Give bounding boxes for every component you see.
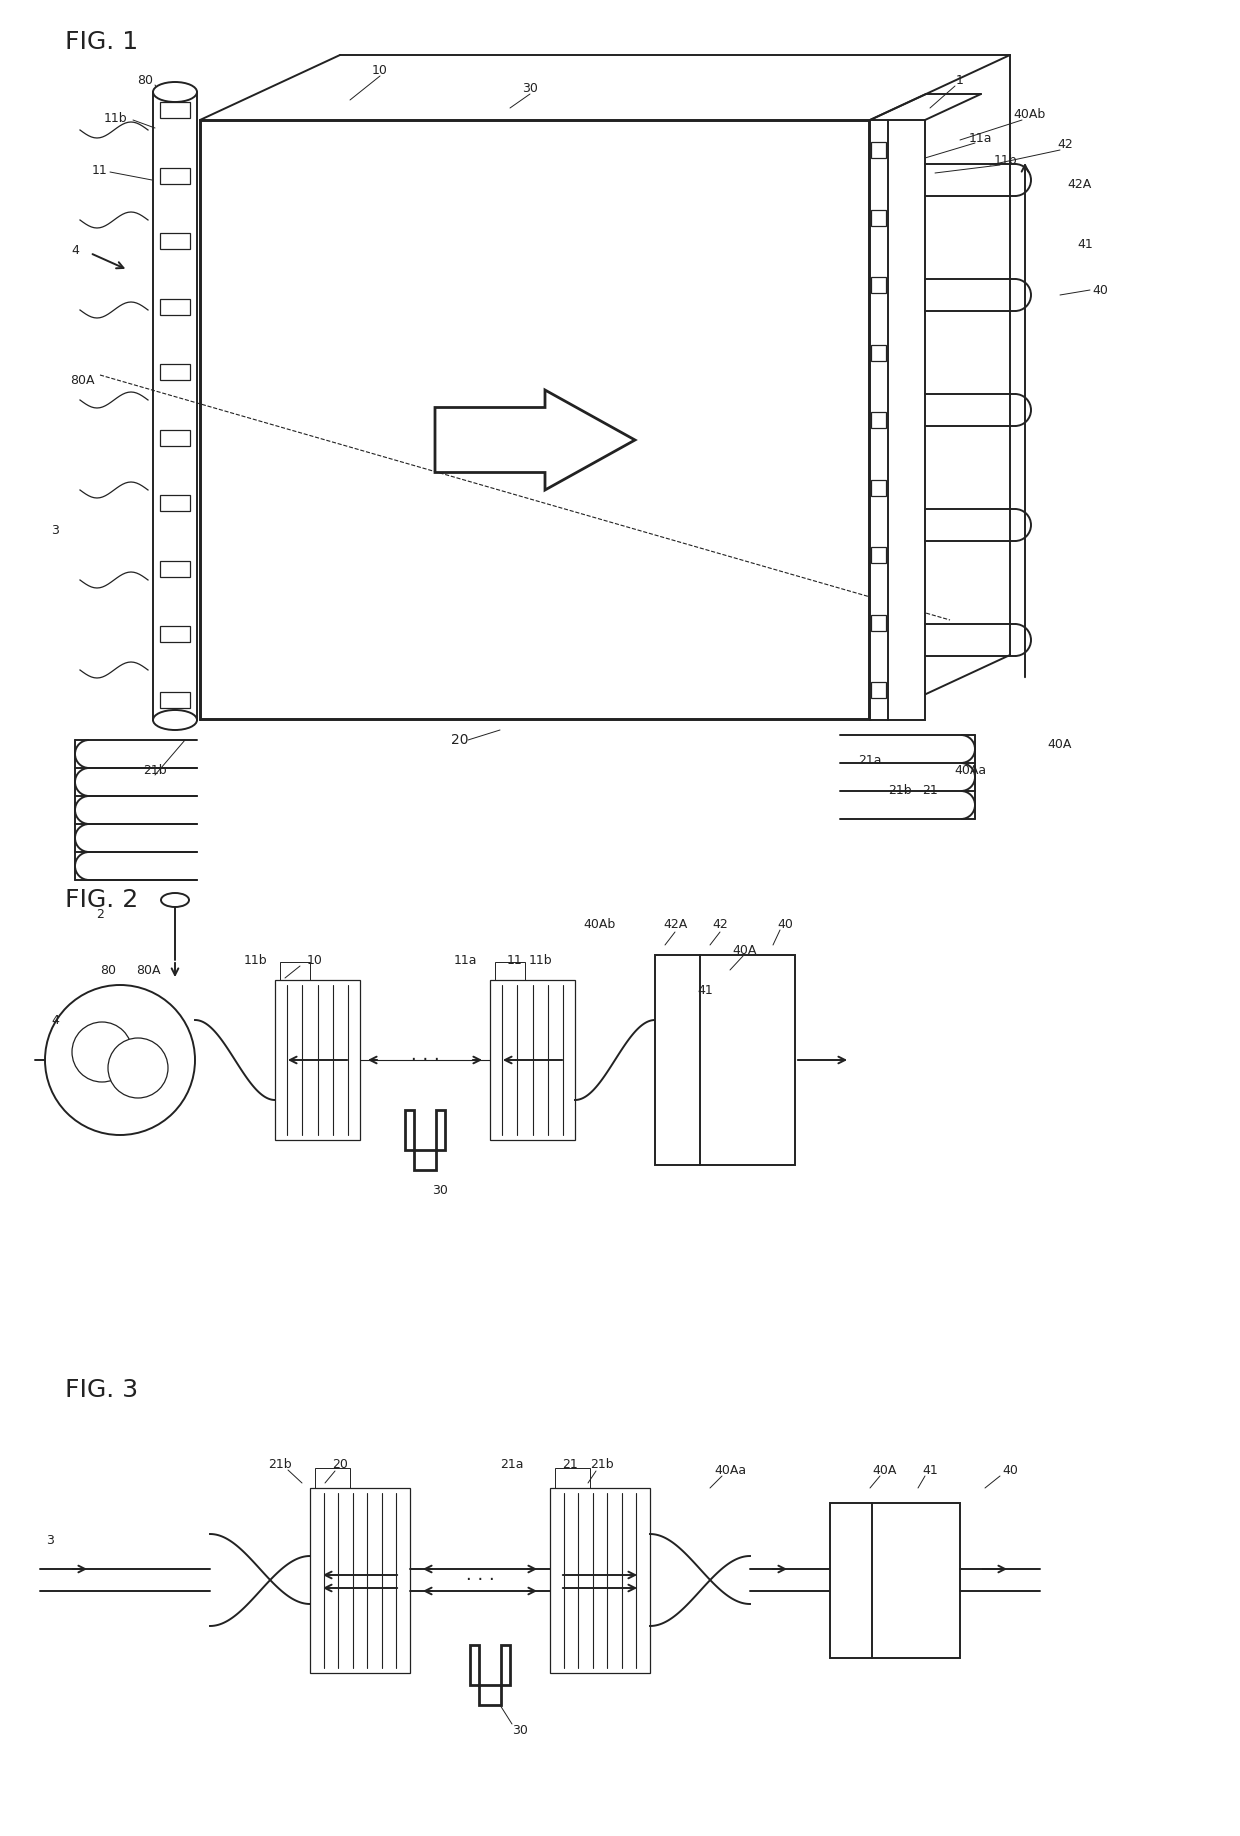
Text: 41: 41 <box>1078 239 1092 252</box>
Circle shape <box>108 1037 167 1098</box>
Ellipse shape <box>153 711 197 731</box>
Text: 3: 3 <box>46 1533 53 1546</box>
Bar <box>160 299 190 314</box>
Text: 21a: 21a <box>858 753 882 766</box>
Text: 11b: 11b <box>993 154 1017 167</box>
Text: 40Ab: 40Ab <box>1014 108 1047 121</box>
Text: 2: 2 <box>95 909 104 922</box>
Bar <box>160 626 190 643</box>
Text: 11b: 11b <box>528 953 552 966</box>
Text: 21b: 21b <box>590 1458 614 1471</box>
Bar <box>315 1467 350 1487</box>
Bar <box>655 955 795 1166</box>
Text: 40A: 40A <box>873 1463 898 1476</box>
Text: 21b: 21b <box>143 764 167 777</box>
Ellipse shape <box>161 892 188 907</box>
Text: 80: 80 <box>100 964 117 977</box>
Text: 42A: 42A <box>663 918 687 931</box>
Text: 40: 40 <box>777 918 792 931</box>
Bar <box>201 121 869 720</box>
Bar <box>830 1502 960 1658</box>
Text: 42: 42 <box>1058 138 1073 152</box>
Text: 42: 42 <box>712 918 728 931</box>
Text: 80A: 80A <box>135 964 160 977</box>
Bar <box>870 277 887 294</box>
Text: 20: 20 <box>332 1458 348 1471</box>
Text: 40: 40 <box>1002 1463 1018 1476</box>
Text: 21b: 21b <box>888 784 911 797</box>
Text: 41: 41 <box>923 1463 937 1476</box>
Polygon shape <box>470 1645 510 1706</box>
Text: 11a: 11a <box>968 132 992 145</box>
Text: 10: 10 <box>372 64 388 77</box>
Bar <box>280 962 310 980</box>
Text: 30: 30 <box>512 1724 528 1737</box>
Bar <box>870 615 887 630</box>
Bar <box>870 479 887 496</box>
Circle shape <box>45 984 195 1135</box>
Text: 21: 21 <box>923 784 937 797</box>
Bar <box>870 345 887 360</box>
Text: 40: 40 <box>1092 283 1107 296</box>
Bar <box>870 141 887 158</box>
Text: 42A: 42A <box>1068 178 1092 191</box>
Text: · · ·: · · · <box>410 1050 439 1069</box>
Text: 30: 30 <box>432 1184 448 1197</box>
Text: FIG. 1: FIG. 1 <box>64 29 138 53</box>
Text: 11: 11 <box>507 953 523 966</box>
Text: 11b: 11b <box>103 112 126 125</box>
Text: 41: 41 <box>697 984 713 997</box>
Text: 40Aa: 40Aa <box>714 1463 746 1476</box>
Text: 21: 21 <box>562 1458 578 1471</box>
Text: 40Aa: 40Aa <box>954 764 986 777</box>
Bar <box>160 167 190 184</box>
Bar <box>870 411 887 428</box>
Text: 11a: 11a <box>454 953 476 966</box>
Polygon shape <box>435 389 635 490</box>
Bar <box>556 1467 590 1487</box>
Bar <box>870 547 887 564</box>
Bar <box>160 496 190 512</box>
Bar <box>160 233 190 250</box>
Text: 3: 3 <box>51 523 60 536</box>
Text: FIG. 2: FIG. 2 <box>64 889 138 912</box>
Bar <box>490 980 575 1140</box>
Polygon shape <box>405 1111 445 1170</box>
Text: 10: 10 <box>308 953 322 966</box>
Text: 21a: 21a <box>500 1458 523 1471</box>
Text: 4: 4 <box>71 244 79 257</box>
Bar <box>160 560 190 577</box>
Text: · · ·: · · · <box>466 1572 495 1588</box>
Ellipse shape <box>153 83 197 103</box>
Bar <box>870 119 925 720</box>
Text: 11: 11 <box>92 163 108 176</box>
Bar <box>870 209 887 226</box>
Text: 40Ab: 40Ab <box>584 918 616 931</box>
Text: FIG. 3: FIG. 3 <box>64 1379 138 1403</box>
Text: 40A: 40A <box>1048 738 1073 751</box>
Text: 1: 1 <box>956 73 963 86</box>
Bar <box>160 103 190 118</box>
Bar <box>310 1487 410 1673</box>
Bar <box>160 692 190 709</box>
Text: 21b: 21b <box>268 1458 291 1471</box>
Bar <box>870 681 887 698</box>
Bar <box>495 962 525 980</box>
Text: 11b: 11b <box>243 953 267 966</box>
Bar <box>275 980 360 1140</box>
Bar <box>160 430 190 446</box>
Text: 80: 80 <box>136 73 153 86</box>
Text: 40A: 40A <box>733 944 758 957</box>
Circle shape <box>72 1023 131 1081</box>
Text: 20: 20 <box>451 733 469 747</box>
Bar <box>160 364 190 380</box>
Text: 4: 4 <box>51 1013 60 1026</box>
Bar <box>551 1487 650 1673</box>
Text: 80A: 80A <box>69 373 94 387</box>
Text: 30: 30 <box>522 81 538 94</box>
